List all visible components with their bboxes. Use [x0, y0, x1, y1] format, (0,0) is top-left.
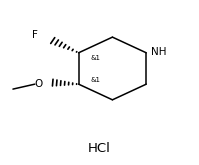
Text: &1: &1	[91, 55, 100, 61]
Text: &1: &1	[91, 77, 100, 83]
Text: NH: NH	[151, 47, 167, 57]
Text: O: O	[35, 79, 43, 89]
Text: F: F	[32, 30, 38, 40]
Text: HCl: HCl	[88, 142, 111, 155]
